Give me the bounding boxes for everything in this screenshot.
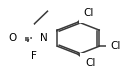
Text: Cl: Cl xyxy=(84,8,94,18)
Text: F: F xyxy=(31,51,37,61)
Text: Cl: Cl xyxy=(85,59,95,68)
Text: N: N xyxy=(40,33,48,43)
Text: Cl: Cl xyxy=(111,41,121,51)
Text: O: O xyxy=(8,33,16,43)
